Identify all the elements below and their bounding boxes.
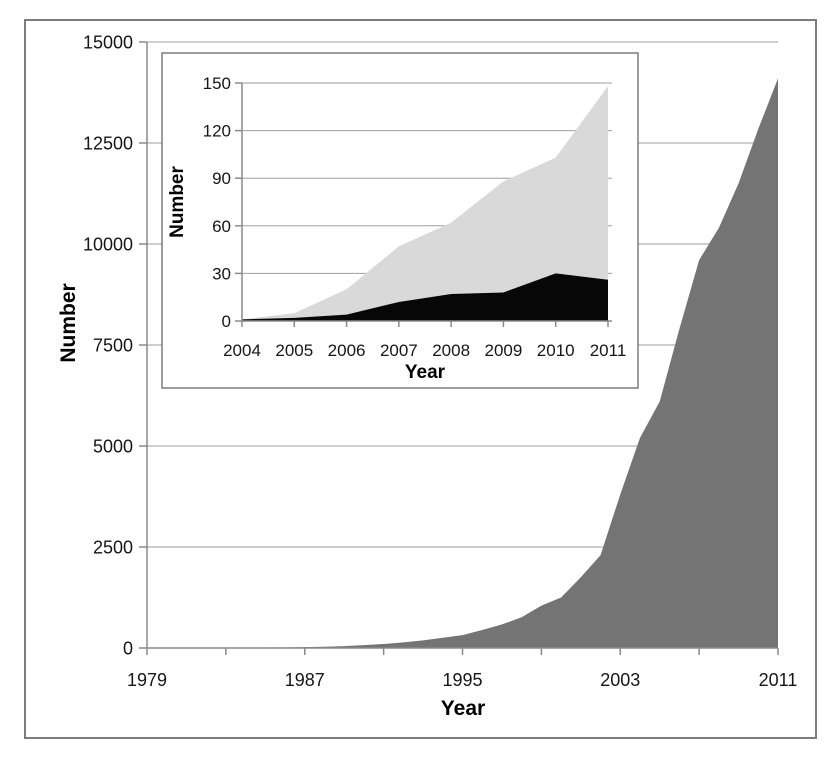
black-area-series	[242, 273, 608, 321]
y-tick-label: 0	[123, 638, 133, 658]
y-tick-label: 120	[203, 122, 231, 141]
inset-x-axis-title: Year	[405, 362, 446, 383]
x-tick-label: 2009	[485, 341, 523, 360]
x-tick-label: 2011	[759, 670, 798, 690]
x-tick-label: 2005	[275, 341, 313, 360]
y-tick-label: 5000	[93, 436, 133, 456]
y-tick-label: 90	[212, 169, 231, 188]
y-tick-label: 15000	[83, 32, 133, 52]
y-tick-label: 0	[222, 312, 231, 331]
figure-border	[24, 19, 817, 739]
x-tick-label: 1987	[285, 670, 325, 690]
y-tick-label: 2500	[93, 537, 133, 557]
x-tick-label: 2003	[600, 670, 640, 690]
inset-chart: 0 30 60 90 120 150 2004 2005 2006 2007 2008 2009 201…	[203, 74, 627, 360]
main-y-axis-title: Number	[57, 283, 80, 362]
y-tick-label: 7500	[93, 335, 133, 355]
y-tick-label: 60	[212, 217, 231, 236]
main-chart: 0 2500 5000 7500 10000 12500 15000 1979 1987 1995…	[83, 32, 797, 690]
x-tick-label: 1979	[127, 670, 167, 690]
y-tick-label: 150	[203, 74, 231, 93]
light-gray-area-series	[242, 86, 608, 321]
main-x-axis-title: Year	[441, 697, 485, 720]
x-tick-label: 2006	[328, 341, 366, 360]
x-tick-label: 2007	[380, 341, 418, 360]
x-tick-label: 1995	[442, 670, 482, 690]
y-tick-label: 10000	[83, 234, 133, 254]
x-tick-label: 2004	[223, 341, 261, 360]
inset-y-axis-title: Number	[167, 166, 188, 238]
x-tick-label: 2008	[432, 341, 470, 360]
y-tick-label: 12500	[83, 133, 133, 153]
y-tick-label: 30	[212, 264, 231, 283]
dark-gray-area-series	[147, 78, 778, 649]
x-tick-label: 2011	[590, 341, 627, 360]
x-tick-label: 2010	[537, 341, 575, 360]
